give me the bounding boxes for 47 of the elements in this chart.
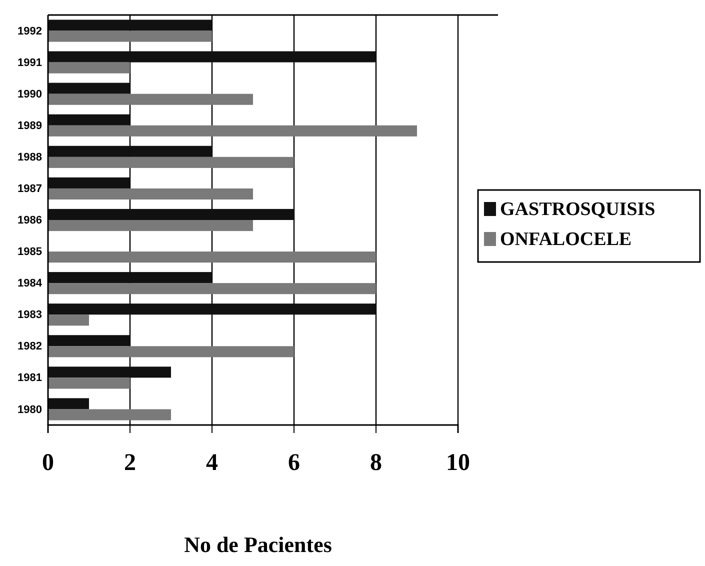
legend-label: ONFALOCELE	[500, 229, 632, 250]
x-tick-label: 8	[370, 450, 382, 476]
y-tick-label: 1982	[18, 340, 42, 353]
bar	[48, 125, 417, 136]
bar	[48, 62, 130, 74]
y-tick-label: 1988	[18, 151, 42, 164]
y-tick-label: 1985	[18, 246, 42, 258]
bar	[48, 378, 130, 389]
bar	[48, 177, 130, 188]
bar	[48, 283, 376, 294]
bar	[48, 304, 376, 315]
y-tick-label: 1980	[18, 404, 42, 416]
y-tick-label: 1992	[18, 25, 42, 38]
bar	[48, 272, 212, 284]
y-tick-label: 1987	[18, 182, 42, 195]
x-axis-title: No de Pacientes	[184, 532, 332, 557]
bar	[48, 82, 130, 94]
y-tick-label: 1990	[18, 88, 42, 100]
bar	[48, 146, 212, 157]
bar	[48, 51, 376, 62]
bar	[48, 252, 376, 263]
bar	[48, 30, 212, 42]
y-tick-label: 1983	[18, 309, 42, 322]
x-tick-label: 4	[206, 450, 218, 476]
y-tick-label: 1984	[18, 278, 43, 290]
legend-label: GASTROSQUISIS	[500, 199, 656, 220]
x-tick-label: 0	[42, 450, 54, 476]
y-tick-label: 1981	[18, 372, 42, 384]
bar	[48, 409, 171, 420]
y-tick-label: 1986	[18, 214, 42, 227]
bar	[48, 366, 171, 378]
y-tick-label: 1991	[18, 56, 42, 69]
bar	[48, 114, 130, 126]
bar	[48, 94, 253, 105]
bar	[48, 20, 212, 31]
bar	[48, 335, 130, 346]
bar	[48, 220, 253, 232]
bar	[48, 398, 89, 410]
bar	[48, 188, 253, 200]
bar	[48, 156, 294, 168]
bar	[48, 314, 89, 326]
x-tick-label: 10	[446, 450, 470, 476]
x-tick-label: 2	[124, 450, 136, 476]
bar	[48, 208, 294, 220]
y-tick-label: 1989	[18, 120, 42, 132]
bar	[48, 346, 294, 358]
x-tick-label: 6	[288, 450, 300, 476]
